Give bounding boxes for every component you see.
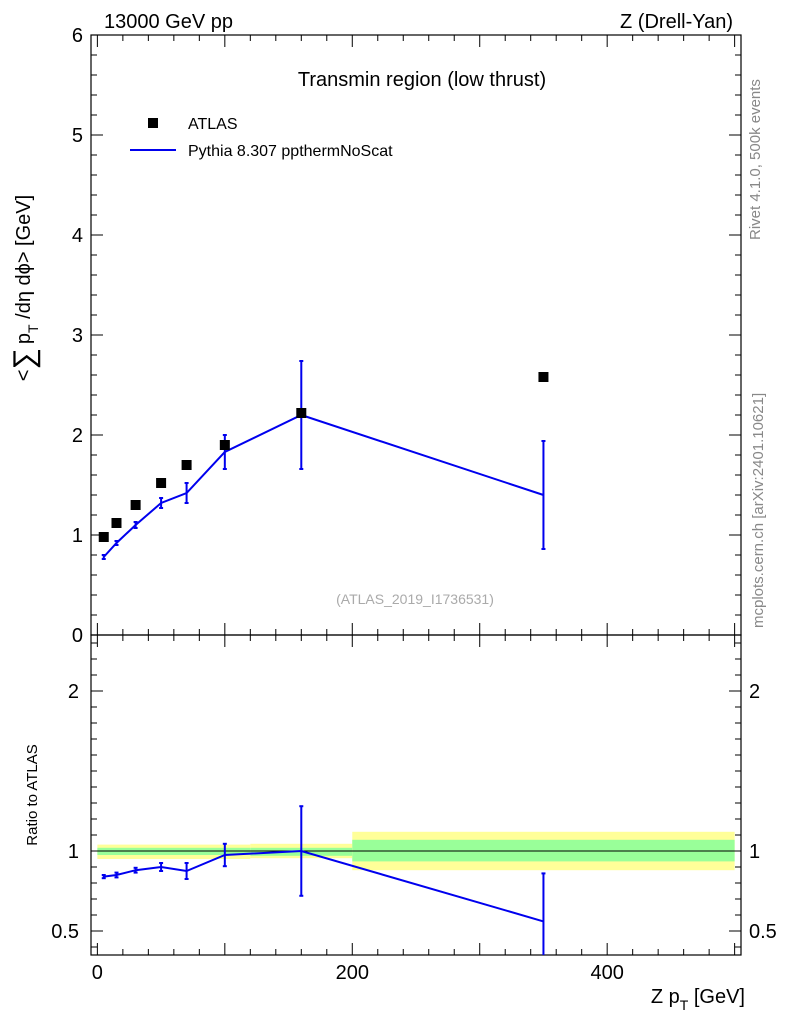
atlas-data-point bbox=[181, 460, 192, 470]
atlas-data-point bbox=[156, 478, 167, 488]
y-tick-label: 0 bbox=[72, 625, 83, 647]
header-right-label: Z (Drell-Yan) bbox=[620, 11, 733, 33]
y-tick-label: 2 bbox=[72, 425, 83, 447]
legend-atlas-label: ATLAS bbox=[188, 116, 238, 133]
atlas-data-point bbox=[98, 532, 109, 542]
atlas-data-point bbox=[111, 518, 122, 528]
y-tick-label: 1 bbox=[72, 525, 83, 547]
y-tick-label: 5 bbox=[72, 125, 83, 147]
ratio-uncertainty-bands bbox=[97, 831, 735, 871]
main-panel-data bbox=[98, 360, 549, 560]
atlas-data-point bbox=[219, 440, 230, 450]
main-panel: 0 1 2 3 4 5 6 Transmin region (low thrust) (AT… bbox=[8, 25, 742, 647]
atlas-data-point bbox=[538, 372, 549, 382]
xlabel-sub: T bbox=[680, 997, 689, 1013]
header-left-label: 13000 GeV pp bbox=[104, 11, 233, 33]
svg-text:<∑pT /dη dϕ> [GeV]: <∑ pT /dη dϕ> [GeV] bbox=[8, 195, 41, 381]
ratio-y-tick-label-right: 0.5 bbox=[749, 921, 777, 943]
mcplots-label: mcplots.cern.ch [arXiv:2401.10621] bbox=[750, 393, 767, 628]
main-panel-y-tick-labels: 0 1 2 3 4 5 6 bbox=[72, 25, 83, 647]
x-tick-label: 400 bbox=[590, 962, 623, 984]
y-tick-label: 4 bbox=[72, 225, 83, 247]
main-panel-y-axis-label: <∑ pT /dη dϕ> [GeV] bbox=[8, 195, 41, 381]
ylabel-sum: ∑ bbox=[8, 348, 41, 369]
ratio-mc-line bbox=[103, 849, 544, 923]
ratio-panel: 0.5 1 2 0.5 1 2 0 200 400 Ratio to ATLAS Z pT [G… bbox=[24, 634, 777, 1013]
rivet-label: Rivet 4.1.0, 500k events bbox=[747, 79, 764, 240]
ratio-y-axis-label: Ratio to ATLAS bbox=[24, 744, 41, 845]
xlabel-pre: Z p bbox=[651, 986, 680, 1008]
ylabel-p: p bbox=[13, 333, 35, 344]
ratio-y-tick-label-right: 2 bbox=[749, 681, 760, 703]
atlas-data-point bbox=[130, 500, 141, 510]
ratio-panel-frame bbox=[90, 634, 742, 956]
main-panel-title: Transmin region (low thrust) bbox=[298, 69, 546, 91]
ratio-y-tick-label: 0.5 bbox=[51, 921, 79, 943]
legend-mc-label: Pythia 8.307 ppthermNoScat bbox=[188, 143, 393, 160]
ratio-y-tick-label-right: 1 bbox=[749, 841, 760, 863]
y-tick-label: 6 bbox=[72, 25, 83, 47]
main-panel-ticks bbox=[91, 34, 741, 636]
mc-line bbox=[103, 413, 544, 558]
ratio-panel-data bbox=[101, 805, 546, 955]
ylabel-sub: T bbox=[25, 324, 41, 333]
y-tick-label: 3 bbox=[72, 325, 83, 347]
ratio-y-tick-label: 2 bbox=[68, 681, 79, 703]
ratio-panel-tick-labels: 0.5 1 2 0.5 1 2 0 200 400 bbox=[51, 681, 777, 984]
legend: ATLAS Pythia 8.307 ppthermNoScat bbox=[130, 116, 393, 160]
ratio-y-tick-label: 1 bbox=[68, 841, 79, 863]
x-axis-label: Z pT [GeV] bbox=[651, 986, 745, 1013]
analysis-id-label: (ATLAS_2019_I1736531) bbox=[336, 591, 494, 607]
ratio-panel-ticks bbox=[91, 635, 741, 955]
atlas-data-point bbox=[296, 408, 307, 418]
ylabel-rest: /dη dϕ> [GeV] bbox=[13, 195, 35, 325]
ylabel-open: < bbox=[13, 370, 35, 382]
x-tick-label: 200 bbox=[336, 962, 369, 984]
x-tick-label: 0 bbox=[92, 962, 103, 984]
legend-atlas-marker bbox=[148, 118, 158, 128]
xlabel-post: [GeV] bbox=[688, 986, 745, 1008]
